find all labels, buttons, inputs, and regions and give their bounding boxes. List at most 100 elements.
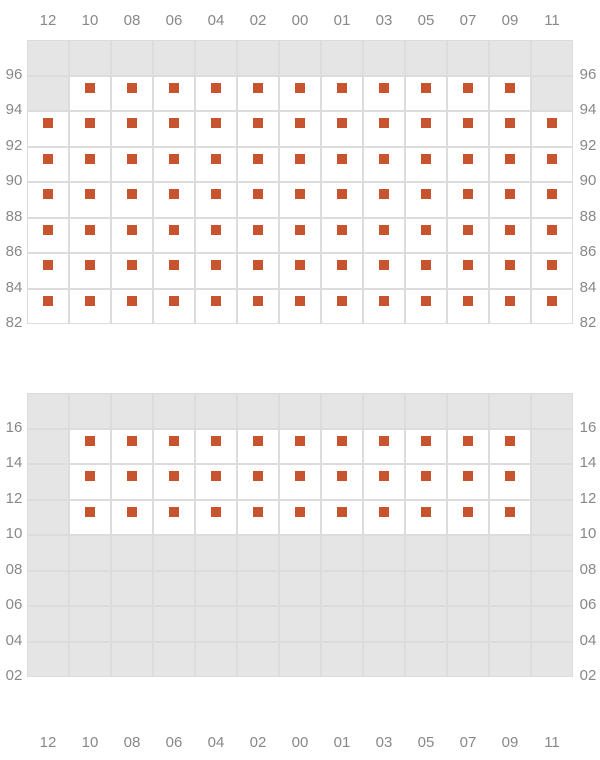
cell-upper-r7-c7[interactable]	[321, 289, 363, 325]
cell-upper-r0-c11[interactable]	[489, 40, 531, 76]
cell-upper-r5-c9[interactable]	[405, 218, 447, 254]
cell-lower-r4-c10[interactable]	[447, 535, 489, 571]
cell-upper-r4-c2[interactable]	[111, 182, 153, 218]
cell-lower-r3-c4[interactable]	[195, 500, 237, 536]
cell-upper-r4-c6[interactable]	[279, 182, 321, 218]
cell-upper-r2-c7[interactable]	[321, 111, 363, 147]
cell-lower-r5-c12[interactable]	[531, 571, 573, 607]
cell-lower-r2-c7[interactable]	[321, 464, 363, 500]
cell-upper-r3-c8[interactable]	[363, 147, 405, 183]
cell-upper-r2-c3[interactable]	[153, 111, 195, 147]
cell-lower-r2-c11[interactable]	[489, 464, 531, 500]
cell-lower-r5-c10[interactable]	[447, 571, 489, 607]
cell-upper-r5-c5[interactable]	[237, 218, 279, 254]
cell-lower-r5-c6[interactable]	[279, 571, 321, 607]
cell-lower-r6-c12[interactable]	[531, 606, 573, 642]
cell-lower-r7-c8[interactable]	[363, 642, 405, 678]
cell-lower-r3-c1[interactable]	[69, 500, 111, 536]
cell-lower-r2-c12[interactable]	[531, 464, 573, 500]
cell-lower-r3-c7[interactable]	[321, 500, 363, 536]
cell-lower-r1-c6[interactable]	[279, 429, 321, 465]
cell-upper-r2-c5[interactable]	[237, 111, 279, 147]
cell-upper-r7-c6[interactable]	[279, 289, 321, 325]
cell-lower-r0-c7[interactable]	[321, 393, 363, 429]
cell-upper-r2-c9[interactable]	[405, 111, 447, 147]
cell-upper-r0-c4[interactable]	[195, 40, 237, 76]
cell-upper-r7-c5[interactable]	[237, 289, 279, 325]
cell-lower-r6-c1[interactable]	[69, 606, 111, 642]
cell-upper-r6-c5[interactable]	[237, 253, 279, 289]
cell-upper-r6-c8[interactable]	[363, 253, 405, 289]
cell-upper-r4-c7[interactable]	[321, 182, 363, 218]
cell-lower-r7-c0[interactable]	[27, 642, 69, 678]
cell-upper-r0-c9[interactable]	[405, 40, 447, 76]
cell-upper-r7-c10[interactable]	[447, 289, 489, 325]
cell-lower-r1-c4[interactable]	[195, 429, 237, 465]
cell-lower-r5-c3[interactable]	[153, 571, 195, 607]
cell-lower-r2-c1[interactable]	[69, 464, 111, 500]
cell-upper-r1-c6[interactable]	[279, 76, 321, 112]
cell-lower-r2-c6[interactable]	[279, 464, 321, 500]
cell-lower-r5-c8[interactable]	[363, 571, 405, 607]
cell-lower-r0-c12[interactable]	[531, 393, 573, 429]
cell-upper-r6-c11[interactable]	[489, 253, 531, 289]
cell-upper-r3-c10[interactable]	[447, 147, 489, 183]
cell-lower-r0-c9[interactable]	[405, 393, 447, 429]
cell-lower-r0-c2[interactable]	[111, 393, 153, 429]
cell-lower-r1-c2[interactable]	[111, 429, 153, 465]
cell-upper-r0-c8[interactable]	[363, 40, 405, 76]
cell-upper-r2-c2[interactable]	[111, 111, 153, 147]
cell-lower-r0-c1[interactable]	[69, 393, 111, 429]
cell-upper-r2-c8[interactable]	[363, 111, 405, 147]
cell-upper-r5-c8[interactable]	[363, 218, 405, 254]
cell-upper-r2-c0[interactable]	[27, 111, 69, 147]
cell-upper-r1-c1[interactable]	[69, 76, 111, 112]
cell-lower-r6-c11[interactable]	[489, 606, 531, 642]
cell-lower-r2-c9[interactable]	[405, 464, 447, 500]
cell-lower-r5-c7[interactable]	[321, 571, 363, 607]
cell-lower-r7-c7[interactable]	[321, 642, 363, 678]
cell-lower-r0-c6[interactable]	[279, 393, 321, 429]
cell-lower-r1-c8[interactable]	[363, 429, 405, 465]
cell-lower-r7-c10[interactable]	[447, 642, 489, 678]
cell-upper-r6-c1[interactable]	[69, 253, 111, 289]
cell-upper-r7-c11[interactable]	[489, 289, 531, 325]
cell-upper-r0-c2[interactable]	[111, 40, 153, 76]
cell-lower-r6-c4[interactable]	[195, 606, 237, 642]
cell-upper-r4-c0[interactable]	[27, 182, 69, 218]
cell-lower-r7-c5[interactable]	[237, 642, 279, 678]
cell-upper-r4-c3[interactable]	[153, 182, 195, 218]
cell-upper-r3-c1[interactable]	[69, 147, 111, 183]
cell-upper-r2-c11[interactable]	[489, 111, 531, 147]
cell-lower-r5-c5[interactable]	[237, 571, 279, 607]
cell-upper-r3-c7[interactable]	[321, 147, 363, 183]
cell-lower-r0-c0[interactable]	[27, 393, 69, 429]
cell-upper-r6-c9[interactable]	[405, 253, 447, 289]
cell-lower-r4-c3[interactable]	[153, 535, 195, 571]
cell-upper-r6-c2[interactable]	[111, 253, 153, 289]
cell-upper-r5-c6[interactable]	[279, 218, 321, 254]
cell-upper-r1-c9[interactable]	[405, 76, 447, 112]
cell-upper-r1-c8[interactable]	[363, 76, 405, 112]
cell-upper-r4-c8[interactable]	[363, 182, 405, 218]
cell-lower-r1-c9[interactable]	[405, 429, 447, 465]
cell-upper-r5-c3[interactable]	[153, 218, 195, 254]
cell-upper-r0-c7[interactable]	[321, 40, 363, 76]
cell-upper-r0-c5[interactable]	[237, 40, 279, 76]
cell-upper-r0-c0[interactable]	[27, 40, 69, 76]
cell-upper-r5-c12[interactable]	[531, 218, 573, 254]
cell-lower-r0-c10[interactable]	[447, 393, 489, 429]
cell-lower-r0-c3[interactable]	[153, 393, 195, 429]
cell-lower-r3-c3[interactable]	[153, 500, 195, 536]
cell-upper-r1-c4[interactable]	[195, 76, 237, 112]
cell-lower-r7-c11[interactable]	[489, 642, 531, 678]
cell-lower-r6-c8[interactable]	[363, 606, 405, 642]
cell-upper-r1-c12[interactable]	[531, 76, 573, 112]
cell-lower-r5-c11[interactable]	[489, 571, 531, 607]
cell-lower-r7-c9[interactable]	[405, 642, 447, 678]
cell-lower-r5-c1[interactable]	[69, 571, 111, 607]
cell-lower-r3-c8[interactable]	[363, 500, 405, 536]
cell-lower-r2-c10[interactable]	[447, 464, 489, 500]
cell-upper-r0-c12[interactable]	[531, 40, 573, 76]
cell-lower-r4-c1[interactable]	[69, 535, 111, 571]
